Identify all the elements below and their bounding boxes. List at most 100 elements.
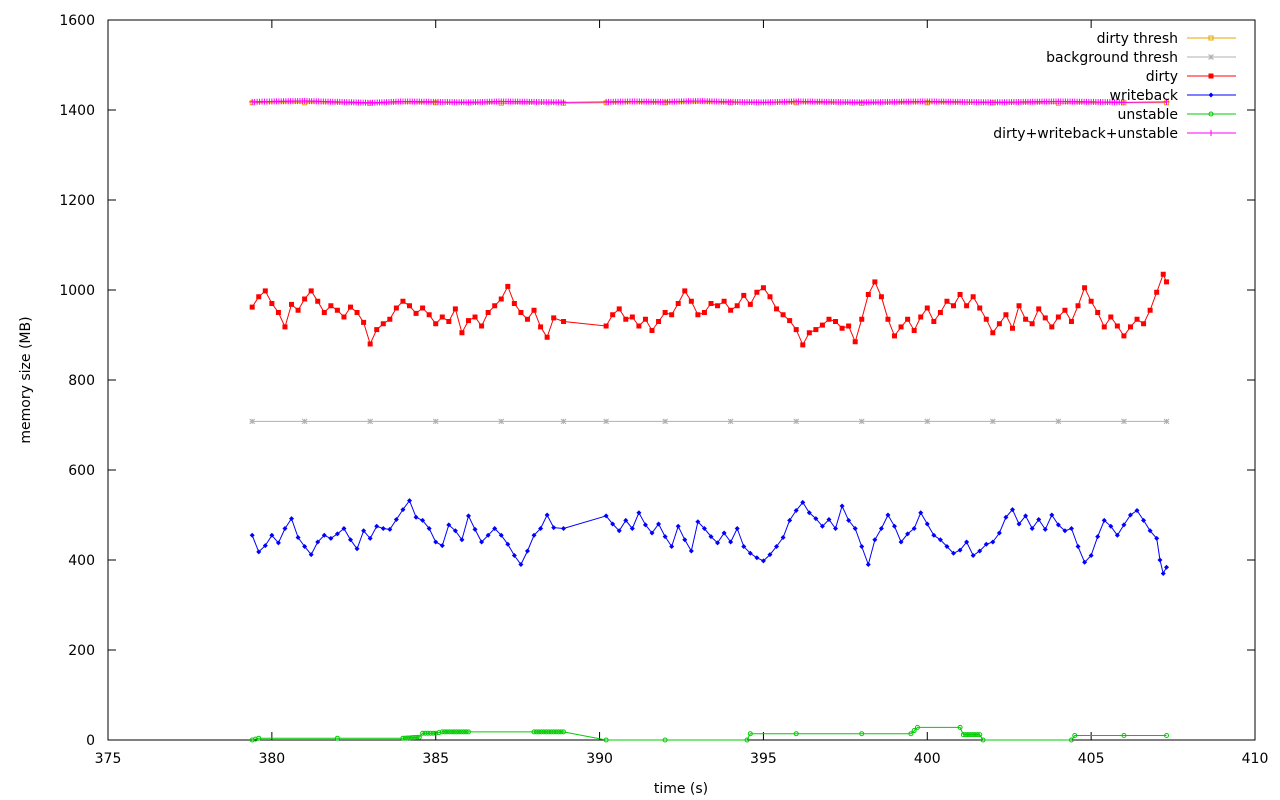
data-point xyxy=(859,544,865,549)
data-point xyxy=(454,729,460,735)
data-point xyxy=(964,539,970,545)
data-point xyxy=(425,730,431,736)
data-point xyxy=(256,735,262,741)
data-point xyxy=(458,729,464,735)
data-point xyxy=(409,735,415,741)
data-point xyxy=(721,530,727,536)
data-point xyxy=(656,319,662,324)
data-point xyxy=(774,544,780,549)
data-point xyxy=(249,418,256,425)
y-tick-label: 1000 xyxy=(59,283,95,299)
data-point xyxy=(321,310,327,315)
data-point xyxy=(728,539,734,545)
data-point xyxy=(367,535,373,541)
data-point xyxy=(546,729,552,735)
data-point xyxy=(957,724,963,730)
data-point xyxy=(551,729,557,735)
data-point xyxy=(944,544,950,549)
data-point xyxy=(465,513,471,519)
data-point xyxy=(308,288,314,294)
data-point xyxy=(1029,526,1035,531)
data-point xyxy=(1127,512,1133,518)
data-point xyxy=(538,324,544,330)
data-point xyxy=(282,324,288,330)
data-point xyxy=(734,526,740,531)
data-point xyxy=(787,318,793,324)
data-point xyxy=(472,314,478,320)
data-point xyxy=(1114,532,1120,538)
x-tick-label: 395 xyxy=(750,751,777,767)
data-point xyxy=(892,523,898,529)
data-point xyxy=(561,729,567,735)
data-point xyxy=(914,724,920,730)
data-point xyxy=(544,334,550,340)
data-point xyxy=(1121,733,1127,738)
data-point xyxy=(334,307,340,313)
data-point xyxy=(636,510,642,516)
data-point xyxy=(459,537,465,543)
data-point xyxy=(249,532,255,538)
data-point xyxy=(524,548,530,554)
data-point xyxy=(980,737,986,743)
data-point xyxy=(649,328,655,333)
data-point xyxy=(1208,130,1214,136)
data-point xyxy=(334,531,340,537)
data-point xyxy=(463,729,469,735)
x-tick-label: 400 xyxy=(914,751,941,767)
data-point xyxy=(865,292,871,297)
data-point xyxy=(524,316,530,322)
data-point xyxy=(430,730,436,736)
x-tick-label: 375 xyxy=(95,751,122,767)
data-point xyxy=(249,304,255,310)
data-point xyxy=(426,526,432,531)
data-point xyxy=(262,288,268,294)
data-point xyxy=(1134,316,1140,322)
data-point xyxy=(439,729,445,735)
data-point xyxy=(439,543,445,549)
data-point xyxy=(498,296,504,302)
x-axis-label: time (s) xyxy=(654,781,708,797)
data-point xyxy=(449,729,455,735)
data-point xyxy=(393,517,399,522)
data-point xyxy=(560,99,567,106)
data-point xyxy=(452,306,458,312)
data-point xyxy=(538,729,544,735)
data-point xyxy=(432,418,439,425)
data-point xyxy=(662,534,668,540)
data-point xyxy=(603,323,609,329)
data-point xyxy=(616,306,622,312)
data-point xyxy=(1082,559,1088,565)
data-point xyxy=(406,498,412,504)
data-point xyxy=(1163,418,1170,425)
data-point xyxy=(1016,303,1022,309)
data-point xyxy=(1068,319,1074,324)
data-point xyxy=(548,729,554,735)
data-point xyxy=(436,730,442,736)
data-point xyxy=(892,333,898,339)
data-point xyxy=(1154,289,1160,295)
data-point xyxy=(977,548,983,554)
data-point xyxy=(1120,99,1127,106)
y-tick-label: 1200 xyxy=(59,193,95,209)
data-point xyxy=(1075,303,1081,309)
series-unstable xyxy=(249,724,1170,743)
data-point xyxy=(420,730,426,736)
data-point xyxy=(561,526,567,531)
data-point xyxy=(1163,98,1170,105)
data-point xyxy=(406,303,412,309)
data-point xyxy=(793,418,800,425)
data-point xyxy=(456,729,462,735)
series-dirty xyxy=(249,271,1170,348)
data-point xyxy=(905,316,911,322)
data-point xyxy=(427,730,433,736)
data-point xyxy=(682,537,688,543)
data-point xyxy=(951,303,957,309)
data-point xyxy=(1121,333,1127,339)
data-point xyxy=(1068,526,1074,531)
data-point xyxy=(1072,733,1078,738)
data-point xyxy=(957,547,963,553)
data-point xyxy=(1068,737,1074,743)
data-point xyxy=(472,526,478,532)
data-point xyxy=(972,732,978,738)
